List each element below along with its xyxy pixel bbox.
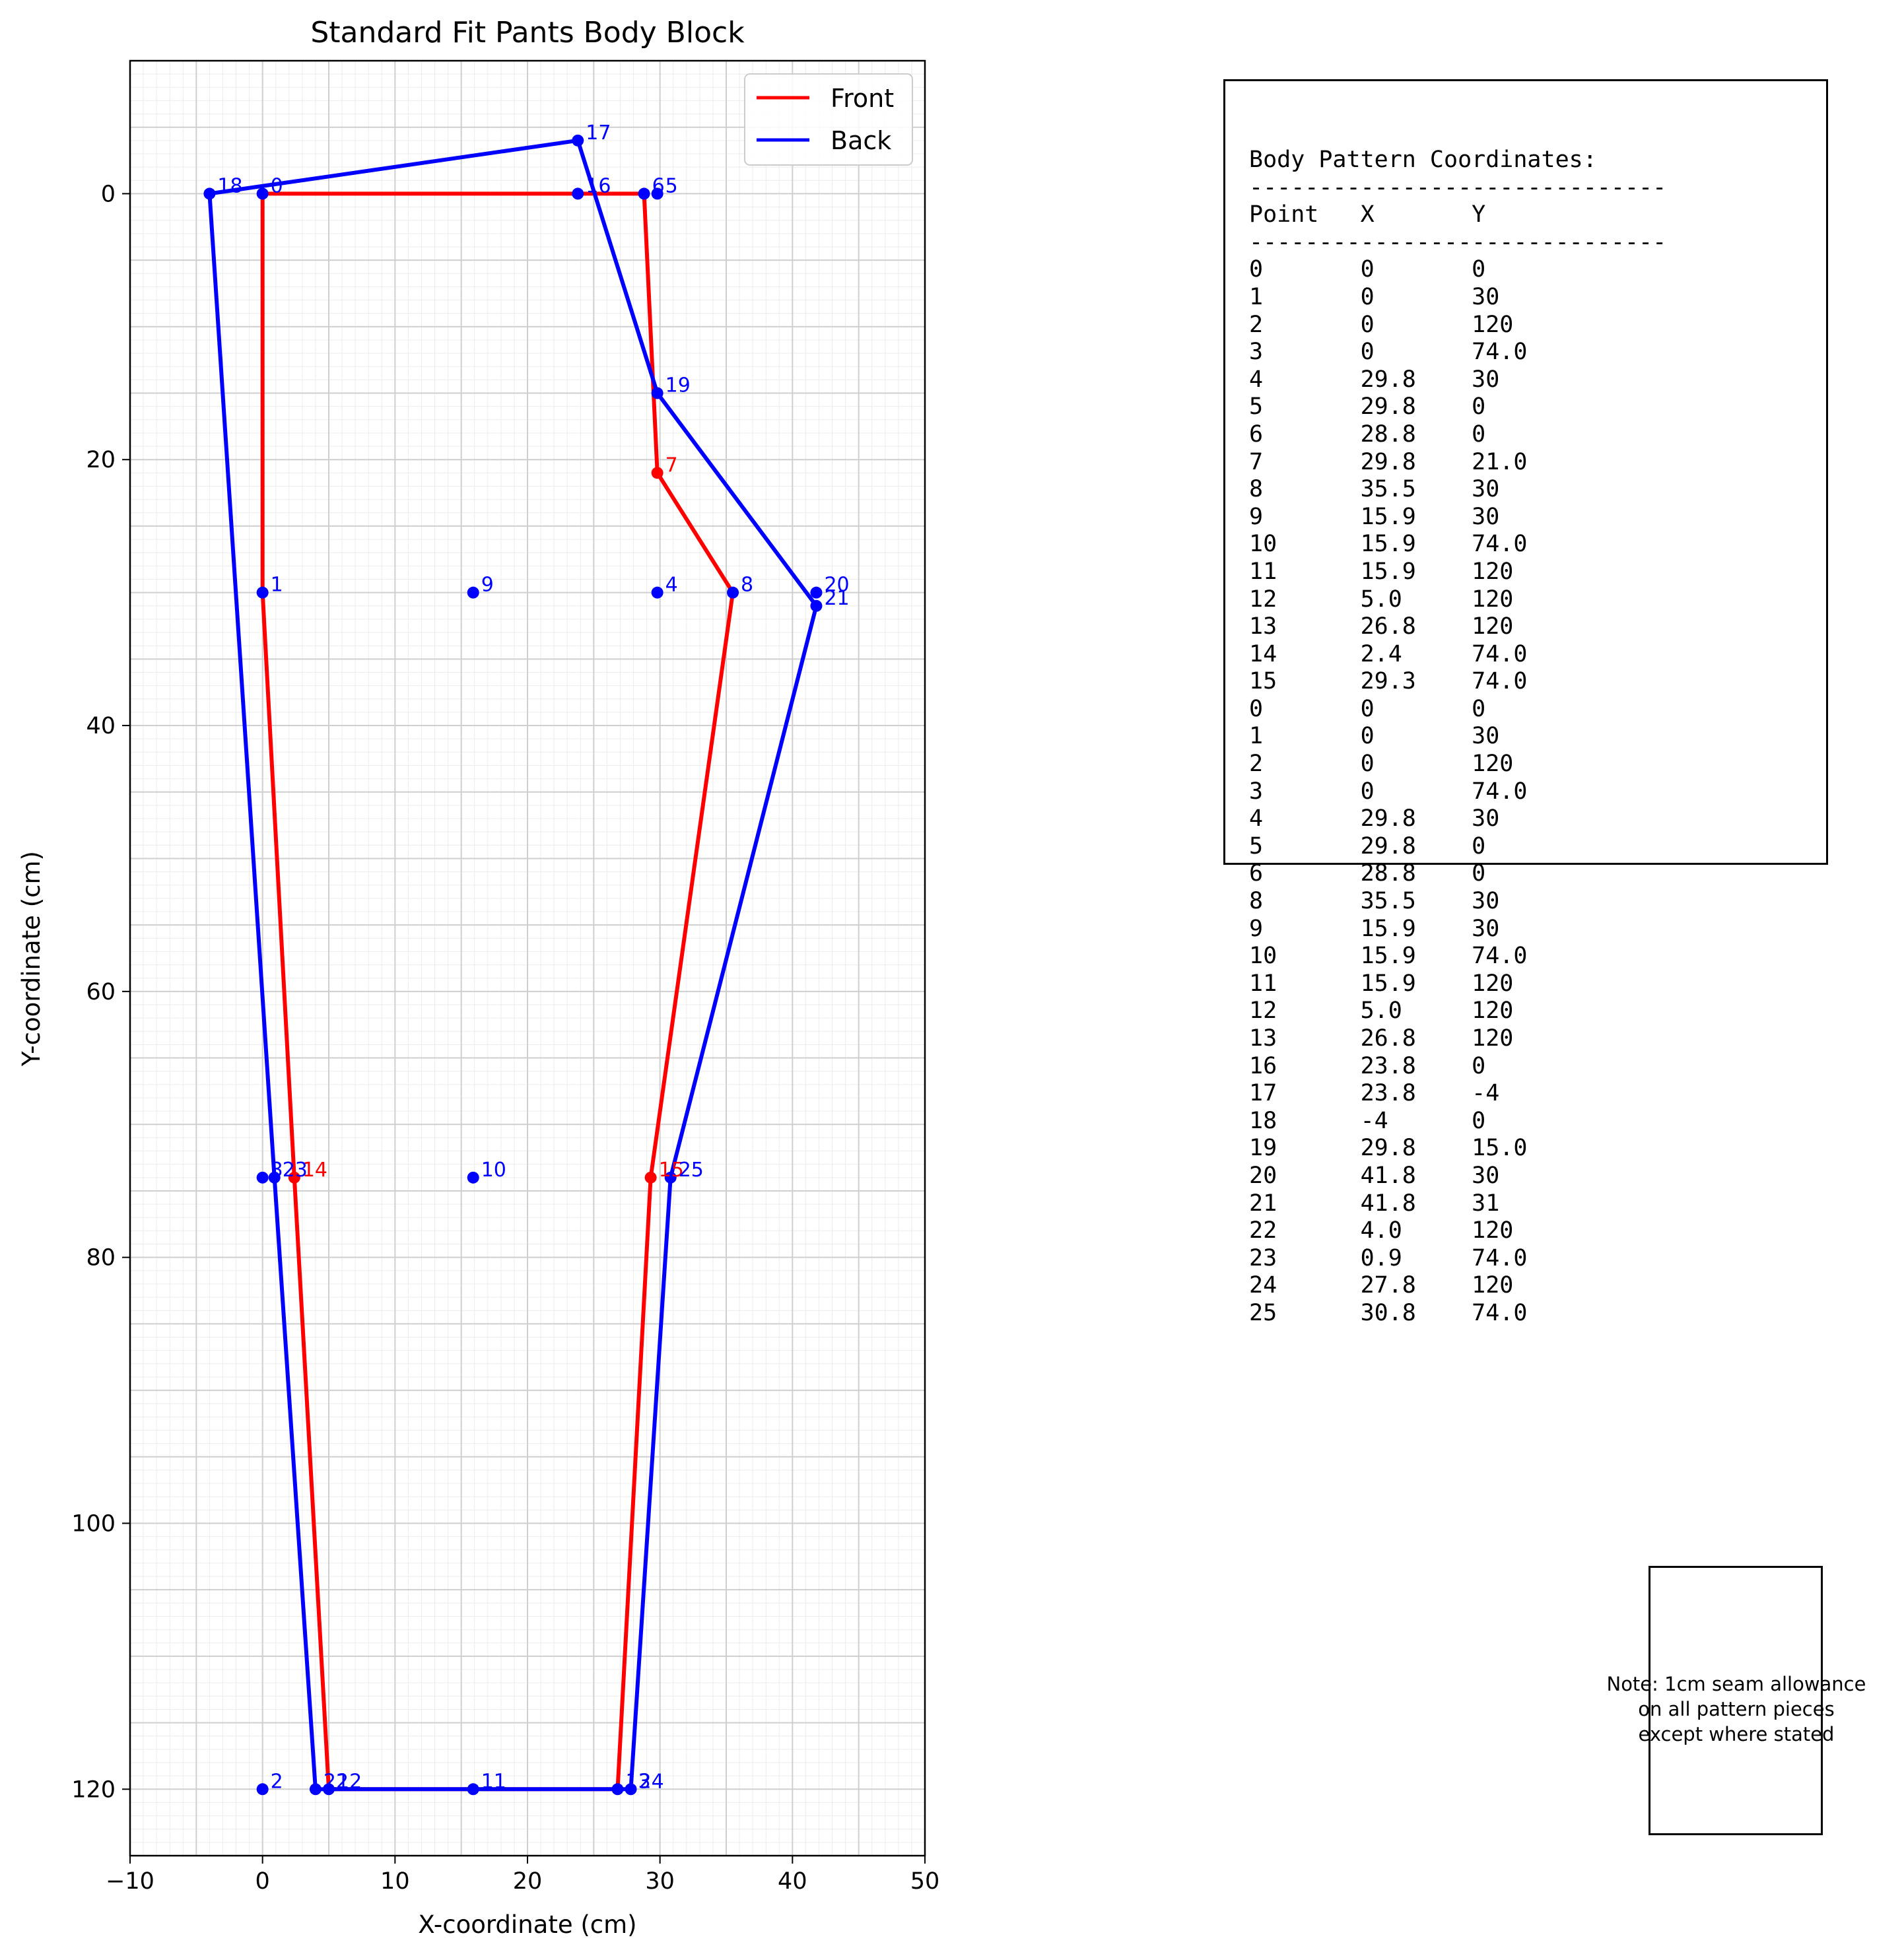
pattern-point-14 xyxy=(288,1171,300,1184)
pattern-point-10 xyxy=(467,1171,479,1184)
x-tick-label: −10 xyxy=(106,1868,154,1895)
pattern-points xyxy=(203,134,823,1796)
point-label-15: 15 xyxy=(659,1159,684,1182)
y-tick-label: 100 xyxy=(71,1510,116,1537)
point-label-8: 8 xyxy=(741,574,753,597)
y-tick-label: 0 xyxy=(101,181,116,207)
point-label-4: 4 xyxy=(665,574,678,597)
point-label-17: 17 xyxy=(586,121,611,145)
point-label-3: 3 xyxy=(271,1159,283,1182)
y-tick-label: 80 xyxy=(86,1245,116,1271)
pattern-point-0 xyxy=(256,187,269,200)
point-label-7: 7 xyxy=(665,454,678,477)
pattern-point-4 xyxy=(651,586,663,599)
point-label-6: 6 xyxy=(652,174,665,197)
pattern-point-18 xyxy=(203,187,216,200)
legend: Front Back xyxy=(744,73,913,166)
y-tick-label: 40 xyxy=(86,713,116,739)
point-label-10: 10 xyxy=(481,1159,506,1182)
pattern-point-8 xyxy=(727,586,739,599)
y-axis-label: Y-coordinate (cm) xyxy=(17,851,46,1067)
point-label-11: 11 xyxy=(481,1770,506,1793)
pattern-point-11 xyxy=(467,1783,479,1796)
point-label-20: 20 xyxy=(824,574,849,597)
x-tick-label: 10 xyxy=(380,1868,410,1895)
pattern-point-17 xyxy=(572,134,584,147)
pattern-point-7 xyxy=(651,467,663,479)
outline-front xyxy=(260,191,735,1792)
coordinates-table-box xyxy=(1223,79,1828,865)
point-label-9: 9 xyxy=(481,574,494,597)
x-tick-label: 30 xyxy=(645,1868,675,1895)
point-label-0: 0 xyxy=(271,174,283,197)
pattern-point-22 xyxy=(309,1783,322,1796)
pattern-point-16 xyxy=(572,187,584,200)
x-tick-label: 0 xyxy=(255,1868,270,1895)
point-label-12: 12 xyxy=(337,1770,362,1793)
point-label-21: 21 xyxy=(824,587,849,610)
y-tick-label: 60 xyxy=(86,979,116,1005)
x-axis-label: X-coordinate (cm) xyxy=(418,1910,636,1939)
point-label-24: 24 xyxy=(639,1770,664,1793)
y-axis-ticks: 0 20 40 60 80 100 120 xyxy=(71,181,130,1803)
pattern-point-23 xyxy=(268,1171,281,1184)
note-box xyxy=(1649,1566,1823,1835)
pattern-point-21 xyxy=(810,599,823,612)
x-tick-label: 50 xyxy=(910,1868,940,1895)
point-label-13: 13 xyxy=(625,1770,650,1793)
seam-allowance-note: Note: 1cm seam allowance on all pattern … xyxy=(1606,1673,1866,1745)
point-label-16: 16 xyxy=(586,174,611,197)
point-label-14: 14 xyxy=(302,1159,327,1182)
chart-title: Standard Fit Pants Body Block xyxy=(310,16,745,50)
pattern-point-5 xyxy=(651,187,663,200)
point-label-22: 22 xyxy=(323,1770,349,1793)
x-tick-label: 40 xyxy=(778,1868,807,1895)
x-axis-ticks: −10 0 10 20 30 40 50 xyxy=(106,1856,939,1895)
pattern-point-2 xyxy=(256,1783,269,1796)
legend-front-label: Front xyxy=(831,84,894,113)
pattern-point-13 xyxy=(611,1783,624,1796)
point-label-1: 1 xyxy=(271,574,283,597)
pattern-point-12 xyxy=(323,1783,335,1796)
pattern-point-9 xyxy=(467,586,479,599)
pattern-point-19 xyxy=(651,387,663,399)
y-tick-label: 120 xyxy=(71,1776,116,1803)
point-label-5: 5 xyxy=(665,174,678,197)
pattern-point-24 xyxy=(625,1783,637,1796)
pattern-point-20 xyxy=(810,586,823,599)
pattern-point-1 xyxy=(256,586,269,599)
pattern-point-3 xyxy=(256,1171,269,1184)
legend-back-label: Back xyxy=(831,126,891,155)
point-label-18: 18 xyxy=(217,174,242,197)
coordinates-table-text: Body Pattern Coordinates: --------------… xyxy=(1249,147,1667,1326)
y-tick-label: 20 xyxy=(86,447,116,473)
x-tick-label: 20 xyxy=(513,1868,543,1895)
point-label-25: 25 xyxy=(679,1159,704,1182)
point-label-2: 2 xyxy=(271,1770,283,1793)
pattern-point-25 xyxy=(664,1171,677,1184)
point-label-23: 23 xyxy=(283,1159,308,1182)
point-label-19: 19 xyxy=(665,374,691,397)
pattern-point-6 xyxy=(638,187,650,200)
pattern-point-15 xyxy=(644,1171,657,1184)
